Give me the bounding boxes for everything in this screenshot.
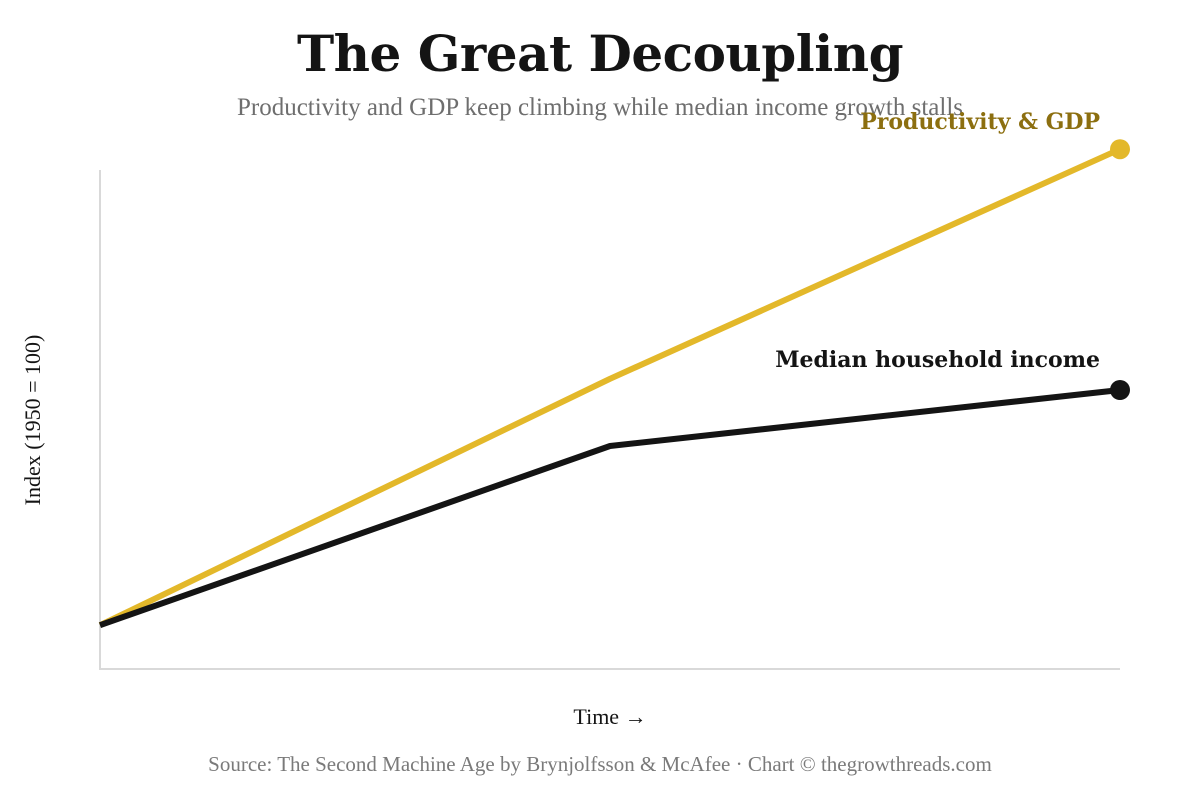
x-axis-label: Time → bbox=[573, 704, 646, 729]
series-line-median-household-income bbox=[99, 387, 1121, 629]
chart-source: Source: The Second Machine Age by Brynjo… bbox=[208, 752, 992, 776]
chart-axes bbox=[99, 170, 1120, 670]
series-label-median-household-income: Median household income bbox=[775, 347, 1100, 373]
series-labels-layer: Productivity & GDP Median household incom… bbox=[775, 109, 1100, 373]
chart-title: The Great Decoupling bbox=[296, 24, 904, 83]
y-axis-label: Index (1950 = 100) bbox=[20, 335, 45, 506]
chart-subtitle: Productivity and GDP keep climbing while… bbox=[236, 94, 964, 121]
series-end-point-productivity-gdp bbox=[1110, 139, 1130, 160]
series-line-productivity-gdp bbox=[98, 146, 1122, 628]
series-label-productivity-gdp: Productivity & GDP bbox=[860, 109, 1100, 135]
series-layer bbox=[98, 139, 1130, 629]
series-end-point-median-household-income bbox=[1110, 380, 1130, 400]
